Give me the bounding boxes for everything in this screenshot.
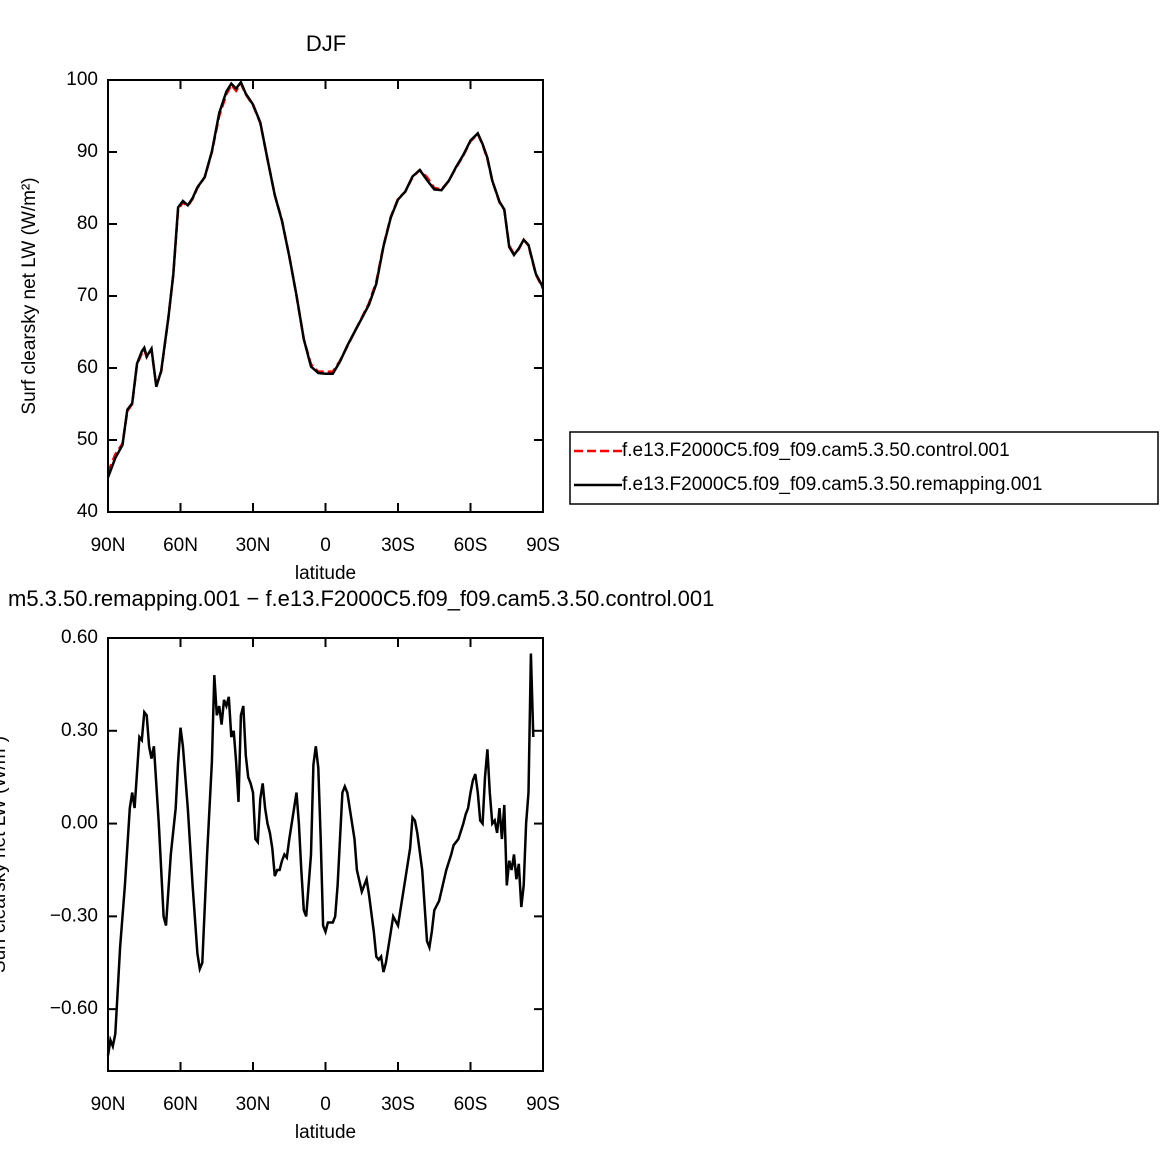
y-tick-label: −0.60	[50, 998, 98, 1019]
chart-title: DJF	[306, 31, 346, 56]
legend-label: f.e13.F2000C5.f09_f09.cam5.3.50.remappin…	[622, 474, 1042, 495]
y-axis-label: Surf clearsky net LW (W/m²)	[0, 736, 10, 973]
x-tick-label: 60S	[454, 1094, 488, 1115]
y-tick-label: 60	[77, 357, 98, 378]
x-tick-label: 60N	[163, 535, 198, 556]
x-tick-label: 90N	[91, 535, 126, 556]
x-tick-label: 30N	[236, 535, 271, 556]
legend-label: f.e13.F2000C5.f09_f09.cam5.3.50.control.…	[622, 440, 1010, 461]
y-tick-label: 0.00	[61, 813, 98, 834]
chart-title: m5.3.50.remapping.001 − f.e13.F2000C5.f0…	[8, 586, 714, 611]
data-line	[106, 79, 545, 478]
x-tick-label: 90S	[526, 1094, 560, 1115]
y-tick-label: 70	[77, 285, 98, 306]
plot-frame	[107, 637, 544, 1072]
x-tick-label: 0	[320, 1094, 331, 1115]
y-tick-label: 100	[66, 69, 98, 90]
y-axis-label: Surf clearsky net LW (W/m²)	[19, 177, 40, 414]
y-tick-label: 40	[77, 501, 98, 522]
plot-frame	[107, 79, 544, 513]
y-tick-label: 0.30	[61, 720, 98, 741]
x-tick-label: 60N	[163, 1094, 198, 1115]
x-tick-label: 30N	[236, 1094, 271, 1115]
y-tick-label: 50	[77, 429, 98, 450]
x-tick-label: 30S	[381, 535, 415, 556]
y-tick-label: 0.60	[61, 627, 98, 648]
data-line	[106, 653, 535, 1056]
x-tick-label: 30S	[381, 1094, 415, 1115]
x-tick-label: 60S	[454, 535, 488, 556]
x-axis-label: latitude	[295, 563, 356, 584]
y-tick-label: 80	[77, 213, 98, 234]
x-axis-label: latitude	[295, 1122, 356, 1143]
legend-box	[569, 431, 1159, 505]
y-tick-label: 90	[77, 141, 98, 162]
x-tick-label: 0	[320, 535, 331, 556]
x-tick-label: 90N	[91, 1094, 126, 1115]
y-tick-label: −0.30	[50, 905, 98, 926]
x-tick-label: 90S	[526, 535, 560, 556]
